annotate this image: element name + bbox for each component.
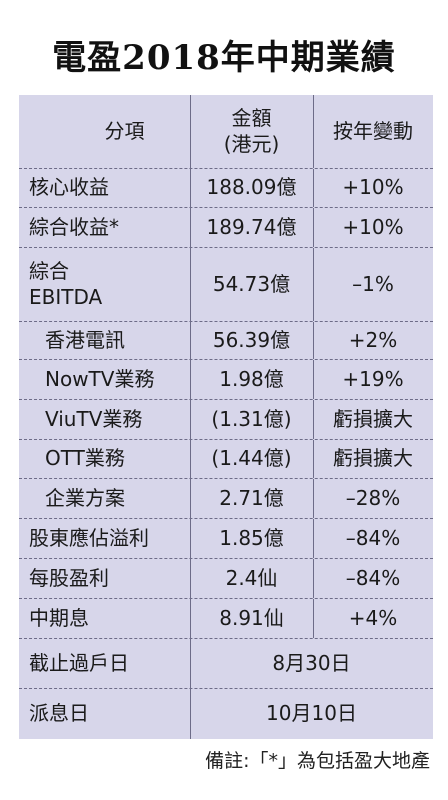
row-change: –84% bbox=[345, 525, 401, 550]
row-amount: 188.09億 bbox=[206, 175, 297, 200]
row-item: OTT業務 bbox=[45, 446, 125, 471]
row-change: 虧損擴大 bbox=[333, 406, 413, 431]
results-table: 分項 金額 (港元) 按年變動 核心收益 188.09億 +10% 綜合收益* … bbox=[19, 95, 433, 739]
row-amount: 54.73億 bbox=[212, 271, 291, 296]
table-row: OTT業務 (1.44億) 虧損擴大 bbox=[19, 440, 433, 479]
row-amount: 8.91仙 bbox=[219, 605, 284, 630]
row-item: 核心收益 bbox=[29, 175, 109, 200]
row-change: +19% bbox=[342, 366, 404, 391]
row-item-line2: EBITDA bbox=[29, 284, 103, 309]
row-item: 每股盈利 bbox=[29, 565, 109, 590]
row-change: –84% bbox=[345, 565, 401, 590]
table-row: 核心收益 188.09億 +10% bbox=[19, 169, 433, 208]
table-row: NowTV業務 1.98億 +19% bbox=[19, 360, 433, 400]
row-item: ViuTV業務 bbox=[45, 406, 143, 431]
header-amount: 金額 (港元) bbox=[190, 95, 313, 168]
date-row: 派息日 10月10日 bbox=[19, 689, 433, 739]
table-row: 中期息 8.91仙 +4% bbox=[19, 599, 433, 639]
row-change: –28% bbox=[345, 485, 401, 510]
row-item: 企業方案 bbox=[45, 485, 125, 510]
header-amount-line1: 金額 bbox=[231, 105, 272, 130]
row-amount: 1.85億 bbox=[219, 525, 284, 550]
page-title: 電盈2018年中期業績 bbox=[52, 38, 396, 78]
row-change: 虧損擴大 bbox=[333, 446, 413, 471]
table-row: 綜合 EBITDA 54.73億 –1% bbox=[19, 248, 433, 322]
table-row: ViuTV業務 (1.31億) 虧損擴大 bbox=[19, 400, 433, 440]
row-amount: (1.44億) bbox=[211, 446, 292, 471]
table-row: 股東應佔溢利 1.85億 –84% bbox=[19, 519, 433, 559]
row-amount: 189.74億 bbox=[206, 214, 297, 239]
row-item: 綜合 EBITDA bbox=[19, 248, 190, 321]
header-item: 分項 bbox=[104, 118, 145, 143]
table-row: 企業方案 2.71億 –28% bbox=[19, 479, 433, 519]
row-item: 股東應佔溢利 bbox=[29, 525, 149, 550]
row-item: 中期息 bbox=[29, 605, 89, 630]
table-row: 香港電訊 56.39億 +2% bbox=[19, 322, 433, 360]
row-item-line1: 綜合 bbox=[29, 258, 69, 283]
row-amount: 1.98億 bbox=[219, 366, 284, 391]
date-value: 8月30日 bbox=[272, 650, 351, 675]
row-change: +10% bbox=[342, 214, 404, 239]
row-change: +2% bbox=[348, 327, 398, 352]
row-item: NowTV業務 bbox=[45, 366, 155, 391]
row-amount: (1.31億) bbox=[211, 406, 292, 431]
row-item: 香港電訊 bbox=[45, 327, 125, 352]
date-label: 派息日 bbox=[29, 701, 89, 726]
row-amount: 2.4仙 bbox=[225, 565, 278, 590]
footnote: 備註:「*」為包括盈大地產 bbox=[205, 750, 430, 772]
header-amount-line2: (港元) bbox=[223, 131, 280, 156]
table-row: 每股盈利 2.4仙 –84% bbox=[19, 559, 433, 599]
header-change: 按年變動 bbox=[333, 118, 413, 143]
date-row: 截止過戶日 8月30日 bbox=[19, 639, 433, 689]
table-header-row: 分項 金額 (港元) 按年變動 bbox=[19, 95, 433, 169]
date-value: 10月10日 bbox=[266, 701, 357, 726]
row-amount: 56.39億 bbox=[212, 327, 291, 352]
table-row: 綜合收益* 189.74億 +10% bbox=[19, 208, 433, 248]
row-change: +4% bbox=[348, 605, 398, 630]
date-label: 截止過戶日 bbox=[29, 650, 129, 675]
row-item: 綜合收益* bbox=[29, 214, 119, 239]
row-change: –1% bbox=[352, 271, 394, 296]
row-change: +10% bbox=[342, 175, 404, 200]
row-amount: 2.71億 bbox=[219, 485, 284, 510]
